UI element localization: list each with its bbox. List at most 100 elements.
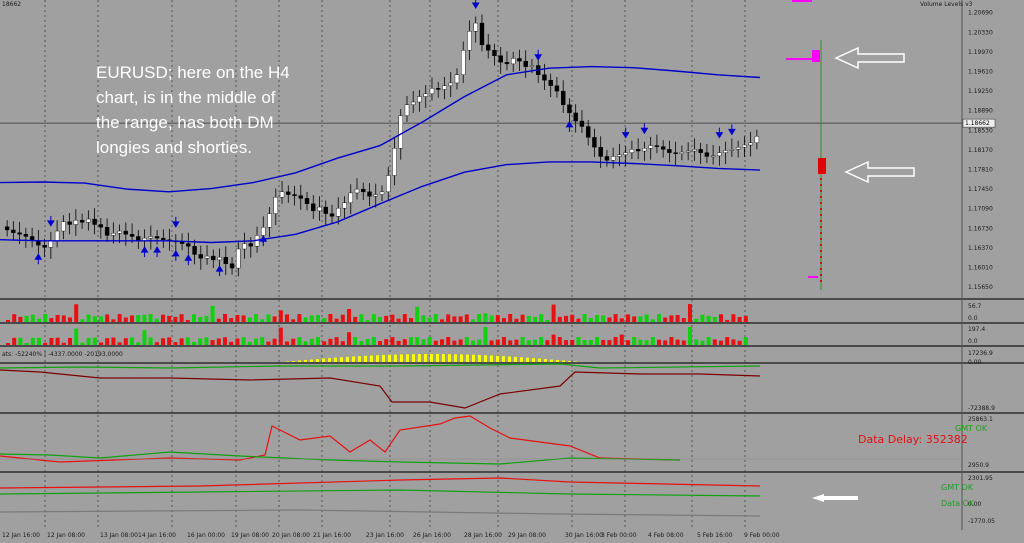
histogram-bar bbox=[390, 337, 395, 345]
candle-body bbox=[548, 80, 553, 86]
histogram-bar bbox=[266, 314, 271, 322]
yellow-bar bbox=[286, 361, 289, 362]
time-tick-label: 26 Jan 16:00 bbox=[413, 532, 451, 539]
histogram-bar bbox=[322, 341, 327, 345]
price-tick-label: 1.16730 bbox=[968, 225, 993, 232]
p3-header: ats: -52240% | -4337.0000 -20193.0000 bbox=[2, 351, 123, 358]
candle-body bbox=[748, 142, 753, 146]
price-tick-label: 1.19610 bbox=[968, 69, 993, 76]
histogram-bar bbox=[285, 314, 289, 322]
histogram-bar bbox=[712, 339, 717, 345]
signal-arrow-down bbox=[621, 127, 630, 139]
candle-body bbox=[635, 149, 641, 152]
indicator-line-green bbox=[0, 489, 761, 497]
histogram-bar bbox=[61, 342, 66, 345]
subpane-axis-label: 56.7 bbox=[968, 303, 982, 310]
candle-body bbox=[735, 146, 741, 150]
histogram-bar bbox=[216, 318, 221, 322]
yellow-bar bbox=[430, 354, 433, 362]
indicator-title: Volume Levels v3 bbox=[920, 1, 973, 8]
histogram-bar bbox=[74, 304, 79, 322]
histogram-bar bbox=[743, 315, 748, 322]
histogram-bar bbox=[12, 314, 17, 322]
histogram-bar bbox=[328, 314, 333, 322]
histogram-bar bbox=[601, 339, 606, 345]
candle-body bbox=[273, 197, 278, 214]
histogram-bar bbox=[712, 316, 717, 322]
histogram-bar bbox=[334, 337, 339, 345]
histogram-bar bbox=[632, 337, 637, 345]
histogram-bar bbox=[626, 340, 630, 345]
candle-body bbox=[361, 188, 366, 193]
histogram-bar bbox=[340, 314, 345, 322]
histogram-bar bbox=[247, 317, 252, 322]
histogram-bar bbox=[446, 337, 451, 345]
histogram-bar bbox=[539, 314, 544, 322]
histogram-bar bbox=[99, 316, 103, 322]
indicator-line-red bbox=[0, 477, 761, 489]
candle-body bbox=[198, 254, 204, 259]
histogram-bar bbox=[471, 319, 475, 322]
histogram-bar bbox=[148, 314, 153, 322]
indicator-line-green bbox=[0, 451, 681, 465]
yellow-bar bbox=[364, 355, 367, 362]
histogram-bar bbox=[316, 315, 320, 322]
candle-body bbox=[417, 96, 422, 103]
histogram-bar bbox=[595, 315, 599, 322]
candle-body bbox=[61, 221, 66, 232]
pane-separator bbox=[0, 345, 1024, 347]
candle-body bbox=[698, 149, 703, 153]
candle-body bbox=[223, 256, 229, 264]
candle-body bbox=[67, 221, 72, 225]
histogram-bar bbox=[483, 327, 488, 345]
time-tick-label: 19 Jan 08:00 bbox=[231, 532, 269, 539]
histogram-bar bbox=[520, 314, 525, 322]
candle-body bbox=[448, 82, 453, 86]
histogram-bar bbox=[471, 340, 475, 345]
histogram-bar bbox=[452, 340, 457, 345]
histogram-bar bbox=[136, 342, 141, 345]
histogram-bar bbox=[700, 314, 705, 322]
histogram-bar bbox=[254, 314, 258, 322]
histogram-bar bbox=[495, 315, 500, 322]
candle-body bbox=[498, 55, 503, 63]
symbol-label: 18662 bbox=[2, 1, 21, 8]
histogram-bar bbox=[681, 340, 686, 345]
histogram-bar bbox=[409, 318, 413, 322]
yellow-bar bbox=[400, 354, 403, 362]
candle-body bbox=[186, 243, 191, 247]
candle-body bbox=[667, 149, 672, 153]
candle-body bbox=[654, 145, 660, 147]
histogram-bar bbox=[384, 339, 389, 345]
histogram-bar bbox=[731, 314, 736, 322]
yellow-bar bbox=[382, 354, 385, 362]
candle-body bbox=[311, 203, 316, 212]
yellow-bar bbox=[472, 354, 475, 362]
candle-body bbox=[423, 93, 428, 97]
histogram-bar bbox=[365, 339, 370, 345]
candle-body bbox=[473, 22, 478, 32]
subpane-axis-label: 197.4 bbox=[968, 326, 985, 333]
histogram-bar bbox=[582, 314, 587, 322]
histogram-bar bbox=[464, 314, 469, 322]
candle-body bbox=[79, 219, 85, 223]
time-tick-label: 28 Jan 16:00 bbox=[464, 532, 502, 539]
candle-body bbox=[529, 65, 535, 67]
volume-level-tick bbox=[820, 238, 822, 240]
candle-body bbox=[710, 155, 716, 158]
histogram-bar bbox=[464, 337, 469, 345]
histogram-bar bbox=[458, 339, 463, 345]
annotation-line-2: chart, is in the middle of bbox=[96, 88, 276, 107]
signal-arrow-up bbox=[259, 235, 268, 247]
candle-body bbox=[17, 232, 22, 235]
yellow-bar bbox=[316, 359, 319, 362]
histogram-bar bbox=[626, 314, 630, 322]
histogram-bar bbox=[210, 305, 215, 322]
candle-body bbox=[286, 191, 291, 195]
histogram-bar bbox=[303, 317, 308, 322]
histogram-bar bbox=[706, 337, 711, 345]
histogram-bar bbox=[241, 337, 246, 345]
candle-body bbox=[617, 154, 622, 157]
histogram-bar bbox=[576, 318, 581, 322]
yellow-bar bbox=[520, 357, 523, 362]
